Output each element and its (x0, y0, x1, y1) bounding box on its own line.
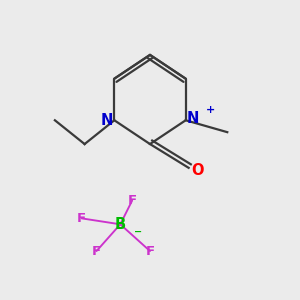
Text: N: N (101, 113, 113, 128)
Text: F: F (77, 212, 86, 225)
Text: N: N (187, 111, 199, 126)
Text: F: F (128, 194, 137, 207)
Text: F: F (146, 244, 154, 258)
Text: F: F (92, 244, 101, 258)
Text: O: O (191, 163, 204, 178)
Text: −: − (134, 227, 142, 237)
Text: +: + (206, 105, 216, 115)
Text: B: B (115, 217, 126, 232)
